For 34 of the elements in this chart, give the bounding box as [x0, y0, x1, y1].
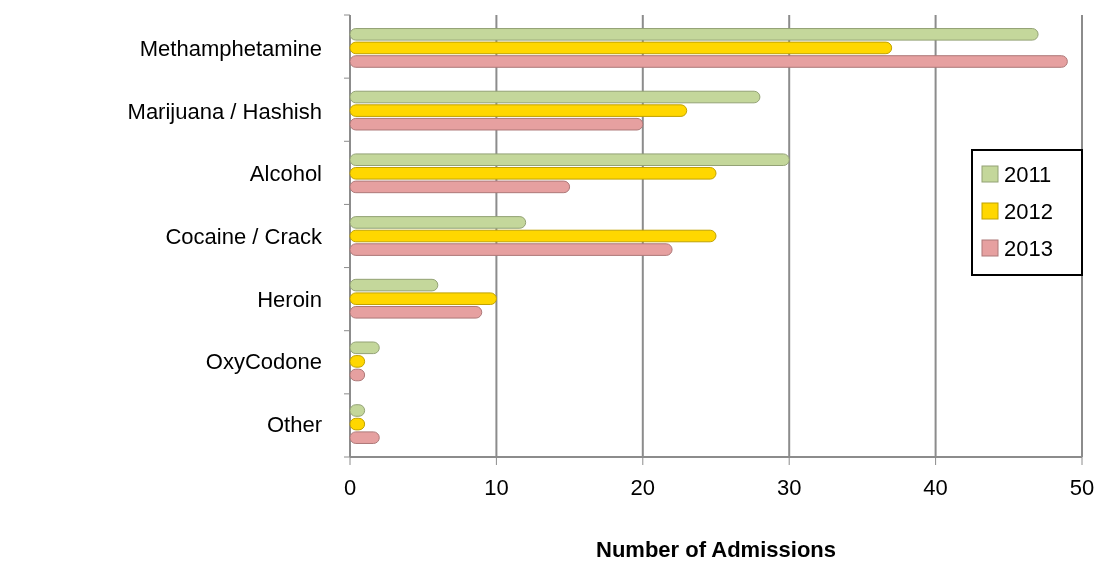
bar — [349, 431, 380, 444]
x-tick-label: 50 — [1069, 475, 1095, 500]
y-tick-label: Marijuana / Hashish — [127, 98, 322, 124]
legend-label: 2013 — [1004, 236, 1053, 261]
bar — [349, 180, 571, 194]
x-tick-label: 0 — [343, 475, 357, 500]
bar — [349, 229, 717, 243]
x-axis-title: Number of Admissions — [596, 537, 836, 562]
bar — [349, 90, 761, 104]
bar — [349, 167, 717, 180]
bar — [349, 341, 380, 355]
bar — [349, 243, 673, 256]
bar — [349, 104, 688, 117]
bar — [349, 153, 790, 167]
x-tick-label: 40 — [923, 475, 948, 500]
x-tick-label: 20 — [630, 475, 656, 500]
y-tick-label: Methamphetamine — [139, 35, 322, 61]
x-tick-label: 10 — [484, 475, 509, 500]
y-tick-label: Heroin — [257, 286, 322, 312]
bar — [349, 55, 1068, 68]
bar — [349, 305, 483, 319]
y-tick-label: Other — [266, 412, 322, 438]
legend-label: 2012 — [1004, 199, 1053, 224]
bar — [349, 278, 439, 292]
legend-label: 2011 — [1004, 162, 1052, 187]
bar — [349, 117, 644, 131]
x-tick-label: 30 — [776, 475, 802, 500]
bar — [349, 292, 497, 305]
y-tick-label: Alcohol — [249, 161, 322, 187]
bar — [349, 216, 527, 229]
bar — [349, 41, 893, 55]
y-tick-label: OxyCodone — [205, 349, 322, 375]
y-tick-label: Cocaine / Crack — [165, 224, 323, 249]
bar — [349, 28, 1039, 41]
